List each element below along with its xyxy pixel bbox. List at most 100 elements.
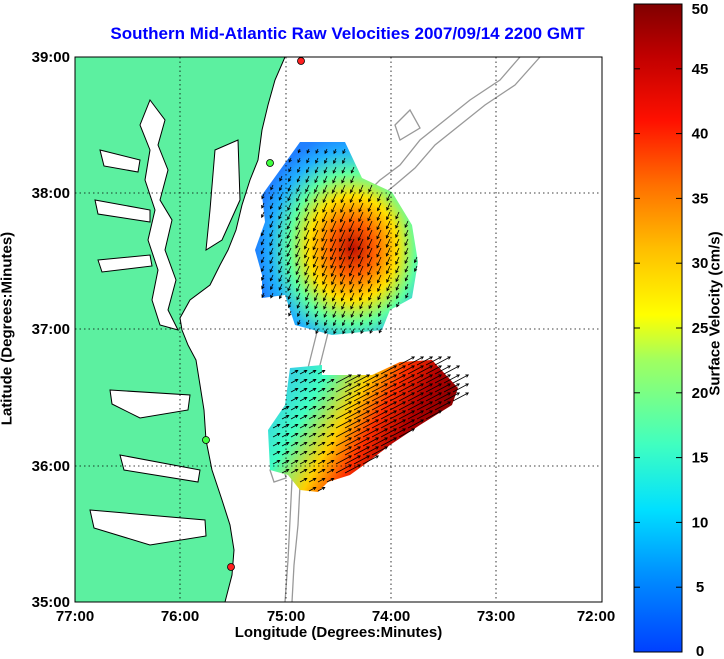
velocity-arrow [385, 238, 391, 248]
velocity-arrow [304, 247, 310, 259]
velocity-arrow [335, 455, 353, 465]
colorbar [633, 3, 683, 653]
velocity-arrow [281, 450, 290, 456]
velocity-arrow [321, 265, 328, 277]
velocity-arrow [269, 229, 274, 238]
velocity-arrow [376, 202, 382, 212]
velocity-arrow [398, 428, 416, 438]
velocity-arrow [306, 319, 310, 326]
velocity-arrow [362, 401, 380, 411]
velocity-arrow [295, 229, 301, 240]
velocity-arrow [322, 193, 328, 204]
velocity-arrow [270, 193, 274, 201]
velocity-arrow [261, 274, 265, 281]
velocity-arrow [278, 256, 283, 265]
grid-lines [75, 57, 602, 602]
velocity-arrow [425, 383, 443, 393]
velocity-arrow [299, 432, 308, 438]
velocity-arrow [288, 157, 292, 163]
velocity-arrow [317, 450, 326, 456]
velocity-arrow [416, 392, 434, 402]
velocity-arrow [398, 419, 416, 429]
velocity-arrow [358, 193, 364, 203]
velocity-arrow [278, 283, 283, 291]
velocity-arrow [359, 310, 364, 318]
velocity-arrow [331, 292, 337, 302]
velocity-arrow [416, 383, 434, 393]
velocity-arrow [386, 193, 391, 202]
velocity-arrow [353, 374, 371, 384]
velocity-arrow [330, 256, 337, 269]
velocity-arrow [290, 432, 299, 438]
velocity-arrow [323, 175, 328, 184]
velocity-arrow [368, 184, 373, 193]
velocity-arrow [344, 392, 362, 402]
velocity-arrow [434, 374, 452, 384]
velocity-arrow [308, 378, 317, 384]
velocity-arrow [357, 229, 364, 242]
velocity-arrow [305, 166, 310, 174]
velocity-arrow [332, 175, 337, 184]
velocity-arrow [434, 365, 452, 375]
velocity-arrow [395, 247, 400, 257]
velocity-arrow [443, 383, 461, 393]
velocity-arrow [295, 247, 301, 258]
velocity-arrow [281, 405, 290, 411]
velocity-arrow [287, 202, 292, 211]
velocity-arrow [344, 437, 362, 447]
velocity-arrow [404, 274, 409, 282]
velocity-arrow [407, 401, 425, 411]
velocity-vectors [260, 148, 470, 492]
velocity-arrow [260, 265, 265, 273]
colorbar-tick-label: 40 [692, 126, 709, 143]
velocity-arrow [353, 428, 371, 438]
velocity-arrow [376, 229, 382, 240]
velocity-arrow [416, 365, 434, 375]
velocity-arrow [342, 328, 346, 335]
velocity-arrow [332, 319, 337, 327]
velocity-arrow [389, 365, 407, 375]
x-tick-label: 74:00 [372, 608, 410, 625]
velocity-arrow [317, 387, 326, 393]
velocity-arrow [335, 392, 353, 402]
velocity-arrow [339, 256, 346, 269]
velocity-arrow [344, 428, 362, 438]
velocity-arrow [308, 414, 317, 420]
velocity-arrow [349, 211, 355, 223]
velocity-arrow [358, 211, 364, 223]
velocity-arrow [317, 441, 326, 447]
velocity-arrow [344, 374, 362, 384]
radar-station-marker [266, 159, 274, 167]
velocity-arrow [304, 211, 310, 222]
velocity-arrow [385, 256, 391, 266]
velocity-arrow [321, 229, 328, 242]
velocity-arrow [297, 148, 302, 154]
velocity-arrow [269, 274, 274, 282]
velocity-arrow [260, 229, 265, 237]
velocity-arrow [371, 446, 389, 456]
velocity-arrow [371, 383, 389, 393]
velocity-arrow [349, 202, 355, 213]
velocity-arrow [317, 378, 326, 384]
x-axis-label: Longitude (Degrees:Minutes) [234, 624, 443, 641]
velocity-arrow [299, 396, 308, 402]
x-axis-ticks: 77:00 76:00 75:00 74:00 73:00 72:00 [56, 608, 615, 625]
velocity-arrow [321, 220, 328, 233]
velocity-arrow [269, 211, 274, 219]
velocity-arrow [278, 238, 283, 248]
velocity-arrow [407, 419, 425, 429]
velocity-arrow [317, 396, 326, 402]
velocity-arrow [304, 256, 310, 268]
velocity-arrow [286, 238, 292, 248]
x-tick-label: 73:00 [477, 608, 515, 625]
y-tick-label: 37:00 [32, 321, 70, 338]
velocity-arrow [357, 247, 364, 260]
velocity-arrow [377, 283, 382, 292]
velocity-arrow [371, 410, 389, 420]
velocity-arrow [321, 247, 328, 260]
velocity-arrow [385, 247, 391, 257]
velocity-arrow [339, 220, 346, 233]
velocity-arrow [452, 374, 470, 384]
velocity-arrow [296, 175, 301, 183]
velocity-arrow [323, 166, 328, 174]
